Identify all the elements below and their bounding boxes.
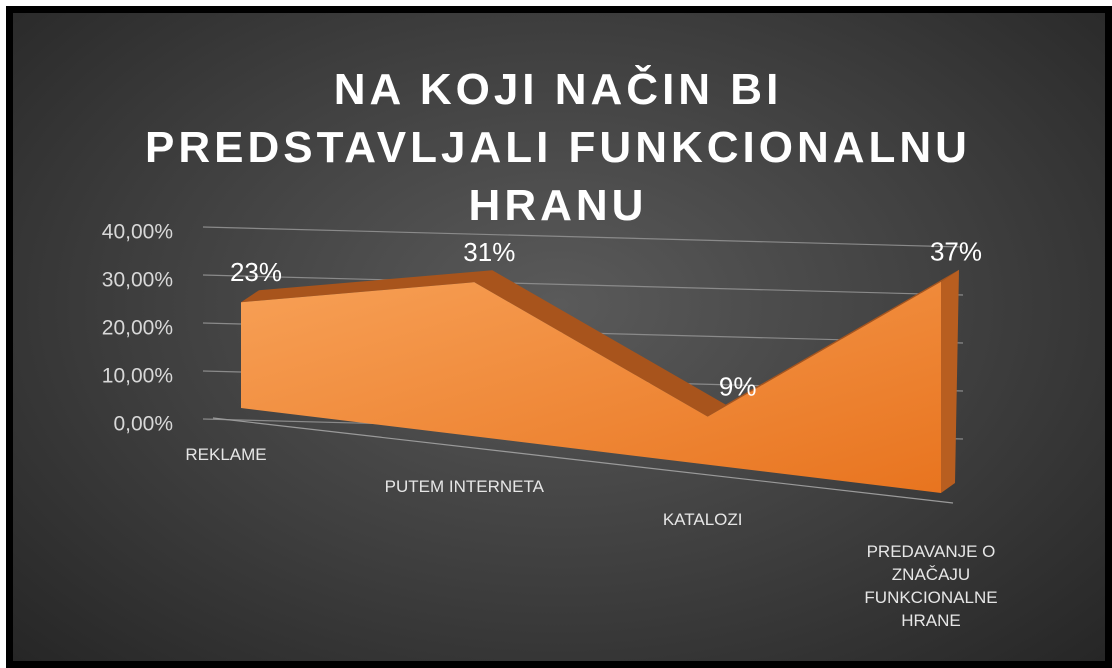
area-top: [241, 269, 959, 417]
area: [241, 281, 941, 493]
area-side: [941, 269, 959, 493]
y-tick-label: 20,00%: [102, 317, 173, 340]
y-tick-label: 10,00%: [102, 365, 173, 388]
chart-frame: 0,00% 10,00% 20,00% 30,00% 40,00% 23% 31% 9% 37%…: [6, 6, 1112, 668]
x-tick-label: REKLAME: [185, 445, 267, 464]
x-tick-label: KATALOZI: [662, 509, 743, 529]
chart-title: NA KOJI NAČIN BI PREDSTAVLJALI FUNKCIONA…: [145, 65, 971, 230]
y-tick-label: 0,00%: [113, 413, 173, 436]
grid-line: [202, 226, 964, 248]
grid-line: [202, 274, 964, 296]
chart: 0,00% 10,00% 20,00% 30,00% 40,00% 23% 31% 9% 37%: [102, 221, 982, 504]
floor-line: [212, 417, 954, 504]
x-tick-label: PUTEM INTERNETA: [384, 477, 544, 497]
data-label: 9%: [719, 371, 757, 401]
y-tick-label: 30,00%: [102, 269, 173, 292]
data-label: 23%: [230, 257, 282, 287]
y-tick-label: 40,00%: [102, 221, 173, 244]
data-label: 31%: [463, 237, 515, 267]
data-label: 37%: [930, 237, 982, 267]
x-tick-label: PREDAVANJE O ZNAČAJU FUNKCIONALNE HRANE: [864, 542, 998, 630]
